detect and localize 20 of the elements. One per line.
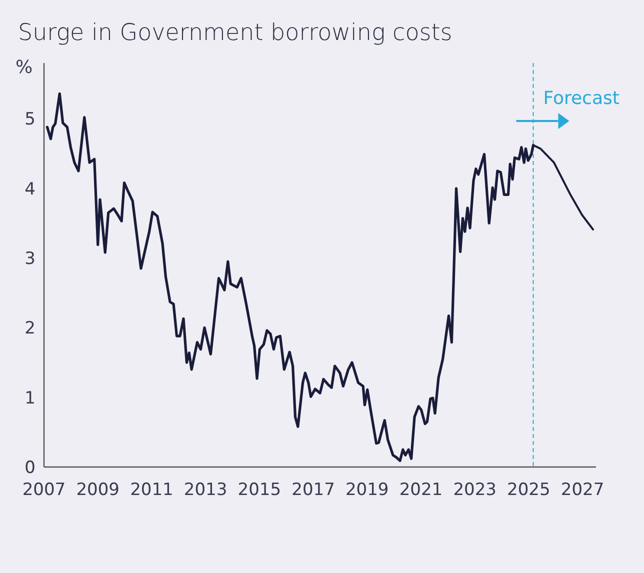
y-tick-label: 4	[24, 179, 36, 200]
chart-title: Surge in Government borrowing costs	[18, 20, 452, 46]
x-tick-label: 2009	[76, 480, 120, 500]
x-tick-label: 2019	[345, 480, 389, 500]
y-tick-label: 2	[24, 318, 36, 339]
x-tick-label: 2007	[22, 480, 66, 500]
y-axis-title: %	[15, 57, 33, 78]
x-tick-label: 2025	[507, 480, 550, 500]
y-tick-label: 5	[24, 110, 36, 130]
x-tick-label: 2021	[399, 480, 443, 500]
x-tick-label: 2027	[560, 480, 604, 500]
x-tick-label: 2011	[130, 480, 174, 500]
ref-line-label: Forecast	[543, 88, 620, 109]
x-tick-label: 2023	[453, 480, 496, 500]
x-tick-label: 2013	[184, 480, 228, 500]
x-tick-label: 2017	[292, 480, 335, 500]
y-tick-label: 0	[24, 458, 36, 478]
x-tick-label: 2015	[238, 480, 282, 500]
y-tick-label: 3	[24, 248, 36, 269]
y-tick-label: 1	[24, 388, 36, 408]
